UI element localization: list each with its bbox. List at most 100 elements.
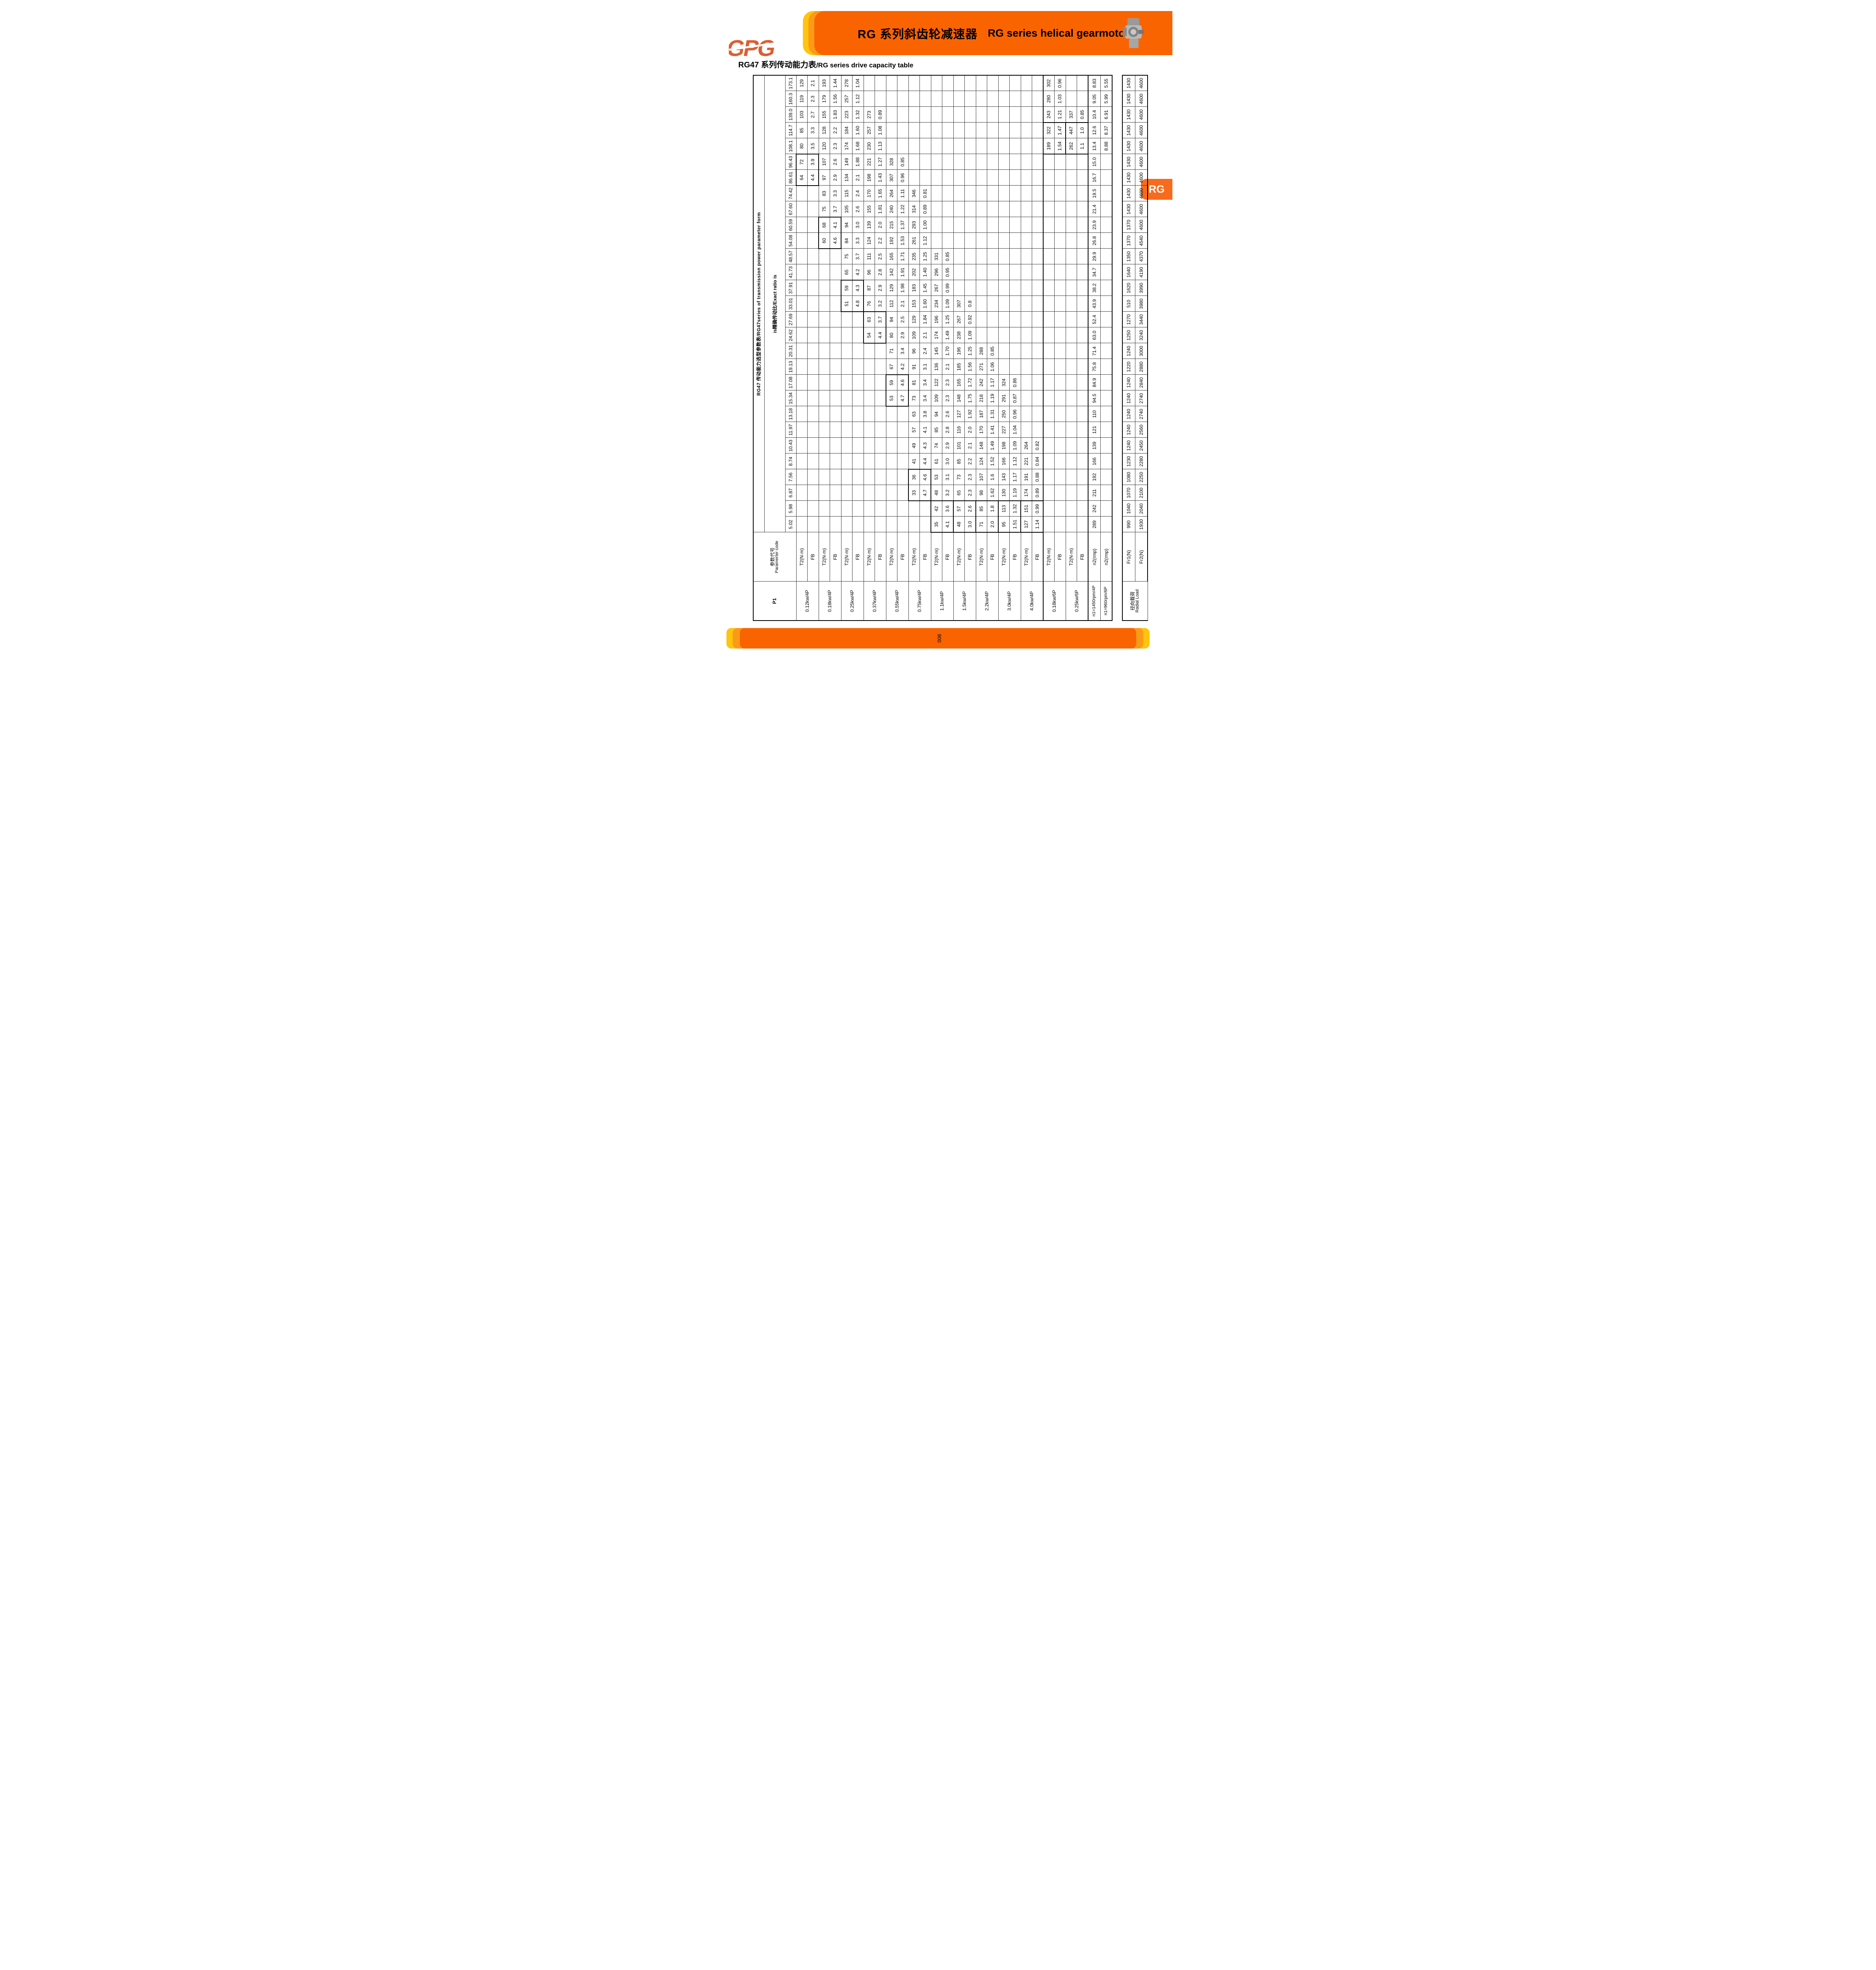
- t2-cell: [1021, 359, 1032, 375]
- fb-cell: [964, 233, 976, 249]
- t2-cell: 264: [1021, 438, 1032, 453]
- fb-cell: 0.85: [897, 154, 908, 170]
- fb-cell: [875, 453, 886, 469]
- gap-cell: [1112, 264, 1122, 280]
- t2-cell: [1043, 438, 1055, 453]
- fb-cell: [852, 485, 864, 501]
- t2-cell: 242: [976, 375, 987, 390]
- fb-cell: 1.62: [987, 485, 998, 501]
- t2-cell: [819, 453, 830, 469]
- t2-cell: [998, 217, 1010, 233]
- t2-cell: [841, 375, 853, 390]
- t2-cell: [1021, 170, 1032, 186]
- t2-cell: 57: [953, 501, 965, 517]
- fb-header: FB: [919, 532, 931, 582]
- fb-cell: [875, 390, 886, 406]
- t2-cell: [886, 75, 897, 91]
- t2-cell: [864, 422, 875, 438]
- t2-cell: [1066, 517, 1077, 532]
- fb-cell: [1009, 343, 1021, 359]
- t2-cell: 136: [931, 359, 942, 375]
- fb-cell: [875, 91, 886, 107]
- fb-cell: 2.4: [852, 186, 864, 201]
- t2-cell: [1066, 233, 1077, 249]
- fr1-cell: 510: [1122, 296, 1135, 312]
- n2-cell: 29.9: [1088, 249, 1101, 264]
- gap-cell: [1112, 138, 1122, 154]
- fb-cell: [942, 91, 953, 107]
- t2-cell: [796, 264, 808, 280]
- fb-cell: [1054, 249, 1066, 264]
- ratio-value: 24.62: [785, 327, 796, 343]
- t2-cell: [998, 296, 1010, 312]
- fr2-cell: 3000: [1135, 343, 1148, 359]
- t2-cell: 94: [886, 312, 897, 327]
- fb-cell: [987, 123, 998, 138]
- t2-header: T2(N·m): [931, 532, 942, 582]
- t2-cell: [841, 312, 853, 327]
- t2-cell: 155: [864, 201, 875, 217]
- t2-cell: [841, 359, 853, 375]
- t2-header: T2(N·m): [908, 532, 920, 582]
- t2-cell: 112: [886, 296, 897, 312]
- fb-cell: [1054, 501, 1066, 517]
- n2-cell: 166: [1088, 453, 1101, 469]
- gap-cell: [1112, 217, 1122, 233]
- group-label: 0.18kw/6P: [1043, 582, 1066, 621]
- t2-cell: [819, 296, 830, 312]
- fb-cell: [1077, 359, 1088, 375]
- footer-bar: [740, 628, 1136, 649]
- fb-cell: [1009, 233, 1021, 249]
- t2-cell: 234: [931, 296, 942, 312]
- fb-cell: [807, 485, 819, 501]
- fb-cell: [875, 75, 886, 91]
- fb-cell: 3.7: [852, 249, 864, 264]
- t2-cell: 278: [841, 75, 853, 91]
- t2-cell: 33: [908, 485, 920, 501]
- t2-cell: [976, 75, 987, 91]
- t2-cell: [998, 312, 1010, 327]
- t2-cell: 267: [953, 312, 965, 327]
- t2-cell: [1021, 123, 1032, 138]
- n2-cell: 63.0: [1088, 327, 1101, 343]
- fr1-cell: 1270: [1122, 312, 1135, 327]
- ratio-value: 74.42: [785, 186, 796, 201]
- t2-cell: [1043, 154, 1055, 170]
- fr1-cell: 1430: [1122, 123, 1135, 138]
- ratio-value: 139.0: [785, 107, 796, 123]
- fr2-cell: 4190: [1135, 264, 1148, 280]
- gap-cell: [1112, 170, 1122, 186]
- fr1-cell: 1370: [1122, 233, 1135, 249]
- t2-cell: [1066, 264, 1077, 280]
- t2-cell: 322: [1043, 123, 1055, 138]
- fb-cell: [1077, 296, 1088, 312]
- fb-cell: [807, 375, 819, 390]
- fb-cell: 3.4: [919, 375, 931, 390]
- t2-cell: [1066, 280, 1077, 296]
- fb-cell: 1.22: [897, 201, 908, 217]
- fb-cell: [1009, 312, 1021, 327]
- fb-cell: [852, 327, 864, 343]
- fb-cell: [875, 359, 886, 375]
- gap-cell: [1112, 343, 1122, 359]
- gap-cell: [1112, 91, 1122, 107]
- t2-cell: [819, 359, 830, 375]
- fb-cell: [1009, 170, 1021, 186]
- gap-cell: [1112, 186, 1122, 201]
- fb-cell: [1009, 249, 1021, 264]
- n2-cell: 192: [1088, 469, 1101, 485]
- fb-cell: 1.08: [875, 123, 886, 138]
- fb-cell: 1.43: [875, 170, 886, 186]
- fb-header: FB: [1054, 532, 1066, 582]
- fr1-header: Fr1(N): [1122, 532, 1135, 582]
- fb-cell: 1.04: [1009, 422, 1021, 438]
- t2-cell: [998, 186, 1010, 201]
- n2-cell: 5.99: [1100, 91, 1112, 107]
- n2-cell: [1100, 217, 1112, 233]
- group-label: 3.0kw/4P: [998, 582, 1021, 621]
- t2-cell: [819, 264, 830, 280]
- speed-row-code: n2(rmp): [1088, 532, 1101, 582]
- fb-cell: 1.44: [830, 75, 841, 91]
- fb-cell: [897, 75, 908, 91]
- fb-cell: [1054, 517, 1066, 532]
